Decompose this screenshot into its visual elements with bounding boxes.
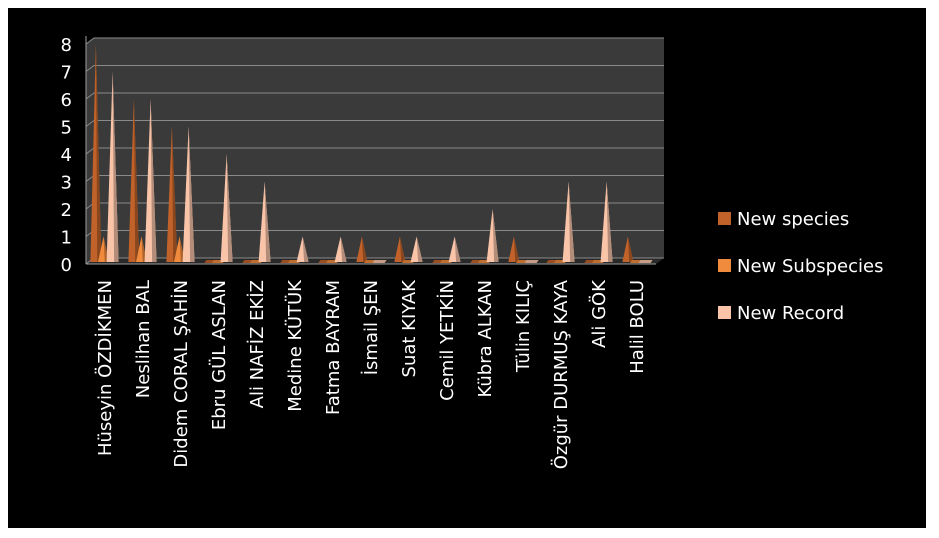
x-tick-label: Fatma BAYRAM bbox=[323, 280, 344, 415]
cone-bar bbox=[524, 260, 539, 263]
cone-shade bbox=[627, 236, 634, 262]
y-tick-label: 5 bbox=[61, 118, 72, 139]
cone-shade bbox=[454, 236, 461, 262]
cone-shade bbox=[361, 236, 368, 262]
cone-shade bbox=[95, 44, 102, 262]
cone-shade bbox=[302, 236, 309, 262]
y-tick-label: 2 bbox=[61, 200, 72, 221]
cone-shade bbox=[188, 126, 195, 262]
cone-shade bbox=[513, 236, 520, 262]
cone-shade bbox=[492, 209, 499, 262]
x-tick-label: Didem CORAL ŞAHİN bbox=[171, 280, 192, 468]
plot-wall bbox=[86, 38, 664, 264]
cone-shade bbox=[340, 236, 347, 262]
y-tick-label: 8 bbox=[61, 35, 72, 56]
x-tick-label: Medine KÜTÜK bbox=[284, 279, 306, 412]
gridline bbox=[85, 92, 664, 100]
y-tick-label: 1 bbox=[61, 228, 72, 249]
cone-shade bbox=[112, 71, 119, 262]
cone-shade bbox=[171, 126, 178, 262]
x-tick-label: Ali GÖK bbox=[588, 279, 610, 348]
x-tick-label: Özgür DURMUŞ KAYA bbox=[550, 279, 572, 469]
gridline bbox=[85, 65, 664, 72]
y-tick-label: 6 bbox=[61, 90, 72, 111]
cone-bar bbox=[638, 260, 653, 263]
cone-shade bbox=[568, 181, 575, 262]
x-tick-label: Kübra ALKAN bbox=[475, 280, 496, 398]
cone-shade bbox=[133, 99, 140, 262]
cone-shade bbox=[416, 236, 423, 262]
x-tick-label: Ali NAFİZ EKİZ bbox=[247, 280, 268, 408]
cone-shade bbox=[150, 99, 157, 262]
bar-chart: 0 1 2 3 4 5 6 7 8 Hüseyin ÖZDİKMEN Neslihan BAL Did… bbox=[61, 35, 884, 469]
x-tick-label: Suat KIYAK bbox=[399, 279, 420, 378]
x-tick-label: Tülin KILIÇ bbox=[513, 280, 534, 373]
cone-shade bbox=[606, 181, 613, 262]
x-tick-label: Cemil YETKİN bbox=[437, 280, 458, 401]
gridline bbox=[85, 37, 664, 45]
cone-shade bbox=[226, 154, 233, 262]
legend-label: New Subspecies bbox=[737, 256, 883, 277]
legend-swatch bbox=[718, 259, 731, 272]
y-tick-label: 3 bbox=[61, 173, 72, 194]
y-tick-label: 7 bbox=[61, 63, 72, 84]
cone-shade bbox=[264, 181, 271, 262]
x-tick-label: Neslihan BAL bbox=[133, 280, 154, 398]
x-tick-label: Ebru GÜL ASLAN bbox=[208, 280, 230, 430]
x-tick-label: Hüseyin ÖZDİKMEN bbox=[94, 280, 116, 456]
legend-swatch bbox=[718, 212, 731, 225]
x-tick-label: Halil BOLU bbox=[627, 280, 648, 374]
legend-label: New species bbox=[737, 209, 849, 230]
y-tick-label: 4 bbox=[61, 145, 72, 166]
y-tick-label: 0 bbox=[61, 255, 72, 276]
x-tick-label: İsmail ŞEN bbox=[361, 280, 382, 375]
legend-swatch bbox=[718, 306, 731, 319]
legend-label: New Record bbox=[737, 303, 844, 324]
cone-bar bbox=[372, 260, 387, 263]
chart-frame: 0 1 2 3 4 5 6 7 8 Hüseyin ÖZDİKMEN Neslihan BAL Did… bbox=[8, 8, 926, 528]
cone-shade bbox=[399, 236, 406, 262]
